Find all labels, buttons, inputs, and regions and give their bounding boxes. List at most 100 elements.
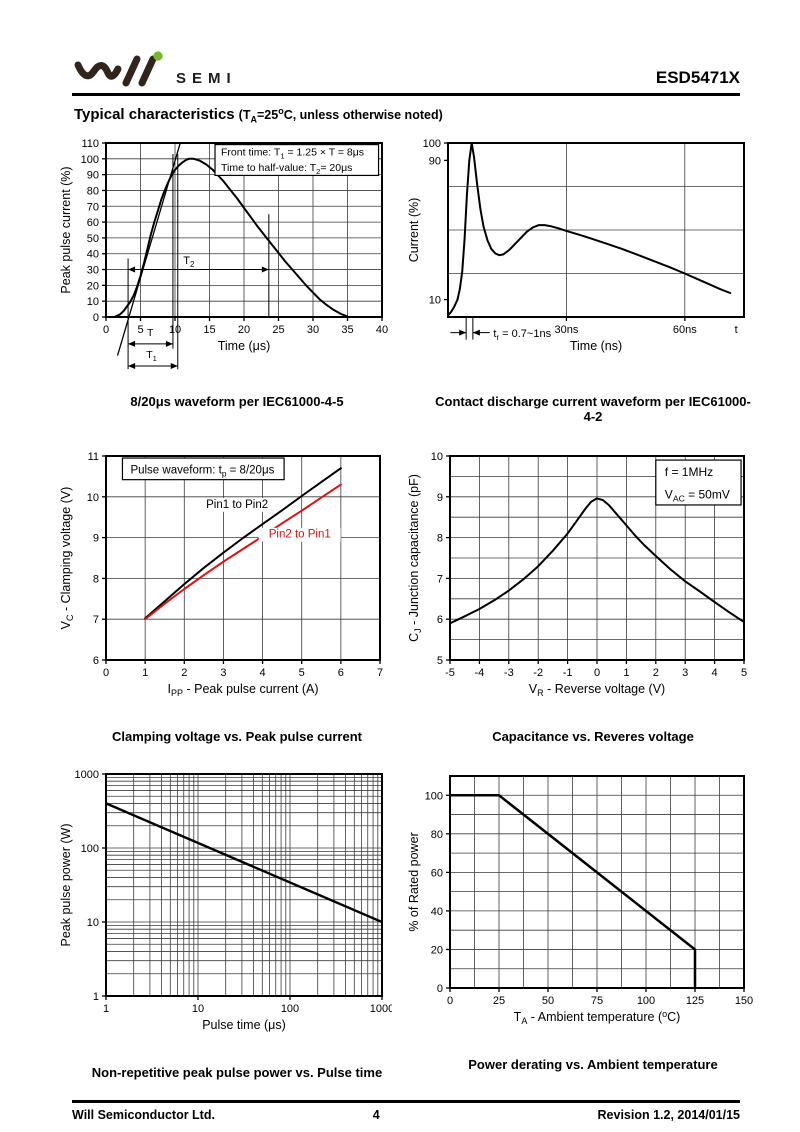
footer-revision: Revision 1.2, 2014/01/15 xyxy=(597,1107,740,1122)
svg-text:10: 10 xyxy=(87,917,99,929)
svg-text:3: 3 xyxy=(682,667,688,679)
chart-figure-clamping-voltage: 0 1 2 3 4 5 6 7 6 7 8 9 10 11 IPP - Peak pulse current… xyxy=(56,446,392,744)
svg-text:VAC = 50mV: VAC = 50mV xyxy=(665,487,730,503)
svg-text:100: 100 xyxy=(81,843,99,855)
svg-text:30: 30 xyxy=(307,324,319,336)
svg-text:10: 10 xyxy=(192,1003,204,1015)
chart-canvas-capacitance: -5 -4 -3 -2 -1 0 1 2 3 4 5 5 6 7 8 9 10 VR - Reverse volt… xyxy=(404,446,756,727)
svg-text:T2: T2 xyxy=(183,255,194,269)
svg-text:40: 40 xyxy=(87,248,99,260)
svg-text:40: 40 xyxy=(376,324,388,336)
chart-canvas-surge-waveform: 0 5 10 15 20 25 30 35 40 0 10 20 30 40 50 60 70 80 90 100 11… xyxy=(56,135,392,392)
chart-figure-capacitance: -5 -4 -3 -2 -1 0 1 2 3 4 5 5 6 7 8 9 10 VR - Reverse volt… xyxy=(404,446,756,744)
svg-text:80: 80 xyxy=(431,828,443,840)
svg-text:TA - Ambient temperature (oC): TA - Ambient temperature (oC) xyxy=(514,1009,681,1026)
svg-text:9: 9 xyxy=(437,491,443,503)
svg-text:f = 1MHz: f = 1MHz xyxy=(665,465,713,479)
footer-company: Will Semiconductor Ltd. xyxy=(72,1107,215,1122)
svg-text:110: 110 xyxy=(81,138,99,150)
svg-text:100: 100 xyxy=(81,153,99,165)
svg-text:t: t xyxy=(735,324,738,336)
svg-text:% of Rated power: % of Rated power xyxy=(407,832,421,931)
svg-text:70: 70 xyxy=(87,201,99,213)
svg-text:100: 100 xyxy=(425,790,443,802)
svg-text:-3: -3 xyxy=(504,667,514,679)
chart-caption: Contact discharge current waveform per I… xyxy=(435,393,751,424)
svg-text:15: 15 xyxy=(203,324,215,336)
svg-text:5: 5 xyxy=(137,324,143,336)
svg-text:100: 100 xyxy=(637,995,655,1007)
svg-text:-5: -5 xyxy=(445,667,455,679)
chart-caption: 8/20μs waveform per IEC61000-4-5 xyxy=(130,393,344,409)
svg-text:4: 4 xyxy=(712,667,718,679)
svg-text:125: 125 xyxy=(686,995,704,1007)
chart-figure-surge-waveform: 0 5 10 15 20 25 30 35 40 0 10 20 30 40 50 60 70 80 90 100 11… xyxy=(56,135,392,424)
footer-rule xyxy=(72,1099,740,1103)
svg-text:0: 0 xyxy=(594,667,600,679)
svg-text:90: 90 xyxy=(87,169,99,181)
svg-text:tr = 0.7~1ns: tr = 0.7~1ns xyxy=(493,328,551,342)
svg-text:VC - Clamping voltage (V): VC - Clamping voltage (V) xyxy=(59,486,75,629)
svg-text:-1: -1 xyxy=(563,667,573,679)
svg-text:80: 80 xyxy=(87,185,99,197)
svg-text:-4: -4 xyxy=(475,667,485,679)
svg-text:Peak pulse power (W): Peak pulse power (W) xyxy=(59,823,73,946)
svg-text:8: 8 xyxy=(437,532,443,544)
chart-caption: Power derating vs. Ambient temperature xyxy=(468,1056,718,1072)
svg-text:75: 75 xyxy=(591,995,603,1007)
svg-text:3: 3 xyxy=(220,667,226,679)
svg-text:5: 5 xyxy=(437,655,443,667)
chart-canvas-pulse-power: 1 10 100 1000 1 10 100 1000 Pulse time (μs) Peak … xyxy=(56,766,394,1063)
svg-text:IPP - Peak pulse current (A): IPP - Peak pulse current (A) xyxy=(168,682,319,698)
svg-text:7: 7 xyxy=(377,667,383,679)
svg-text:10: 10 xyxy=(87,491,99,503)
svg-text:8: 8 xyxy=(93,573,99,585)
chart-caption: Clamping voltage vs. Peak pulse current xyxy=(112,728,362,744)
svg-text:150: 150 xyxy=(735,995,753,1007)
svg-text:1: 1 xyxy=(103,1003,109,1015)
chart-caption: Capacitance vs. Reveres voltage xyxy=(492,728,694,744)
svg-text:1: 1 xyxy=(623,667,629,679)
svg-text:4: 4 xyxy=(260,667,266,679)
svg-text:10: 10 xyxy=(169,324,181,336)
logo-semi-text: SEMI xyxy=(176,70,237,87)
svg-text:Peak pulse current (%): Peak pulse current (%) xyxy=(59,166,73,293)
svg-text:30: 30 xyxy=(87,264,99,276)
svg-text:90: 90 xyxy=(429,155,441,167)
page-footer: Will Semiconductor Ltd. 4 Revision 1.2, … xyxy=(72,1099,740,1122)
svg-text:10: 10 xyxy=(87,296,99,308)
page-header: SEMI ESD5471X xyxy=(72,50,740,90)
header-rule xyxy=(72,93,740,96)
svg-text:60: 60 xyxy=(431,867,443,879)
svg-text:60ns: 60ns xyxy=(673,324,697,336)
svg-text:Time (ns): Time (ns) xyxy=(570,339,622,353)
section-heading: Typical characteristics (TA=25oC, unless … xyxy=(74,106,740,125)
svg-text:5: 5 xyxy=(299,667,305,679)
svg-text:7: 7 xyxy=(93,614,99,626)
chart-figure-esd-waveform: 30ns 60ns t 100 90 10 Time (ns) Current (%) tr =… xyxy=(404,135,756,424)
svg-text:20: 20 xyxy=(238,324,250,336)
svg-text:6: 6 xyxy=(93,655,99,667)
svg-text:0: 0 xyxy=(103,324,109,336)
svg-text:Pin2 to Pin1: Pin2 to Pin1 xyxy=(269,528,331,540)
svg-text:-2: -2 xyxy=(533,667,543,679)
svg-text:1000: 1000 xyxy=(370,1003,392,1015)
svg-text:0: 0 xyxy=(93,312,99,324)
chart-canvas-power-derating: 0 25 50 75 100 125 150 0 20 40 60 80 100 TA - Ambient… xyxy=(404,766,756,1055)
svg-text:6: 6 xyxy=(437,614,443,626)
svg-text:Time to half-value: T2= 20μs: Time to half-value: T2= 20μs xyxy=(221,162,352,176)
svg-text:7: 7 xyxy=(437,573,443,585)
svg-text:9: 9 xyxy=(93,532,99,544)
svg-text:2: 2 xyxy=(653,667,659,679)
charts-grid: 0 5 10 15 20 25 30 35 40 0 10 20 30 40 50 60 70 80 90 100 11… xyxy=(0,135,800,1080)
svg-text:0: 0 xyxy=(447,995,453,1007)
svg-text:Pin1 to Pin2: Pin1 to Pin2 xyxy=(206,498,268,510)
svg-text:10: 10 xyxy=(431,451,443,463)
svg-text:1: 1 xyxy=(93,991,99,1003)
svg-text:20: 20 xyxy=(431,944,443,956)
svg-text:5: 5 xyxy=(741,667,747,679)
svg-text:25: 25 xyxy=(493,995,505,1007)
svg-text:VR - Reverse voltage (V): VR - Reverse voltage (V) xyxy=(529,682,665,698)
svg-text:100: 100 xyxy=(423,138,441,150)
